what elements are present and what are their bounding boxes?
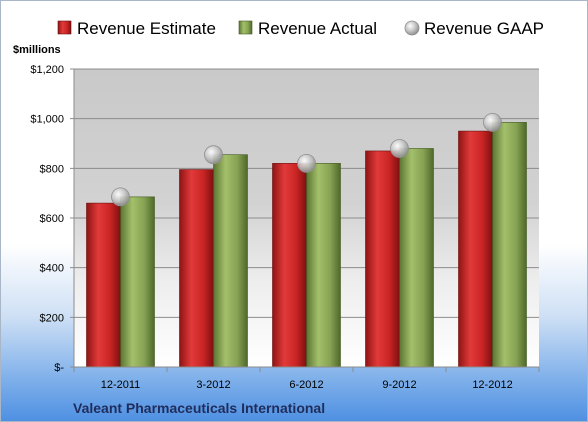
x-axis: 12-2011 3-2012 6-2012 9-2012 12-2012: [73, 366, 540, 391]
y-tick-label: $600: [40, 213, 64, 225]
legend: Revenue Estimate Revenue Actual Revenue GA…: [57, 19, 544, 38]
x-tick-label: 12-2011: [101, 379, 141, 391]
revenue-gaap-marker: [204, 145, 223, 165]
legend-label: Revenue GAAP: [424, 19, 544, 38]
revenue-gaap-marker: [390, 139, 409, 158]
legend-swatch-gaap: [404, 20, 420, 36]
legend-swatch-estimate: [57, 20, 72, 35]
y-axis: $1,200 $1,000 $800 $600 $400 $200 $-: [30, 64, 75, 374]
revenue-estimate-bar: [458, 130, 493, 368]
gaap-markers: [111, 112, 502, 207]
revenue-actual-bar: [492, 122, 527, 368]
revenue-estimate-bar: [365, 150, 400, 368]
legend-label: Revenue Actual: [258, 19, 377, 38]
legend-swatch-actual: [238, 20, 253, 35]
unit-label: $millions: [13, 44, 61, 56]
y-tick-label: $800: [40, 163, 64, 175]
revenue-estimate-bar: [86, 202, 121, 368]
revenue-estimate-bar: [179, 169, 214, 368]
y-tick-label: $400: [40, 263, 64, 275]
x-tick-label: 6-2012: [289, 379, 323, 391]
legend-label: Revenue Estimate: [77, 19, 216, 38]
revenue-gaap-marker: [111, 187, 130, 207]
revenue-gaap-marker: [297, 153, 316, 173]
y-tick-label: $200: [40, 312, 64, 324]
y-tick-label: $1,200: [30, 64, 64, 76]
company-name: Valeant Pharmaceuticals International: [73, 400, 325, 416]
revenue-actual-bar: [306, 163, 341, 368]
bars: [86, 122, 527, 368]
y-tick-label: $-: [54, 362, 64, 374]
revenue-actual-bar: [213, 154, 248, 368]
x-tick-label: 12-2012: [472, 379, 512, 391]
revenue-gaap-marker: [483, 112, 502, 132]
revenue-estimate-bar: [272, 163, 307, 368]
y-tick-label: $1,000: [30, 114, 64, 126]
revenue-actual-bar: [399, 148, 434, 368]
x-tick-label: 9-2012: [382, 379, 416, 391]
x-tick-label: 3-2012: [196, 379, 230, 391]
revenue-actual-bar: [120, 196, 155, 368]
